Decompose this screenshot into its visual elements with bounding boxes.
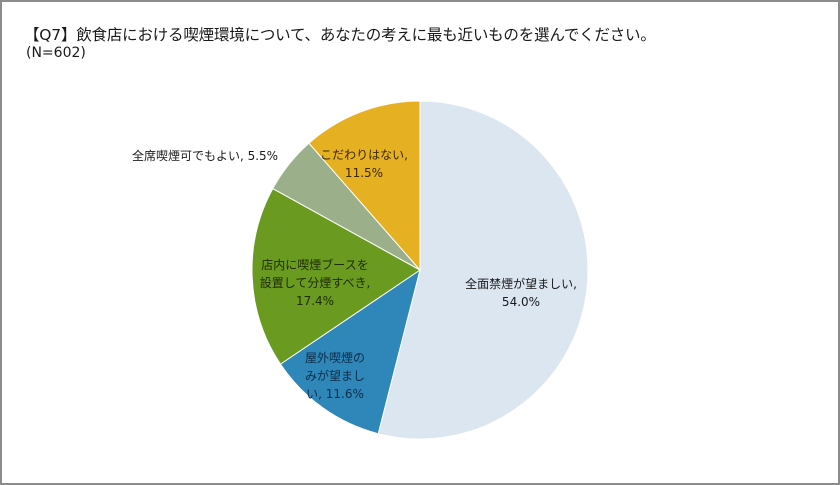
sample-size: (N=602) [26,45,86,61]
label-total-ban: 全面禁煙が望ましい, 54.0% [465,277,577,309]
slice-smoking-booth [251,187,421,365]
label-all-seats-smoking: 全席喫煙可でもよい, 5.5% [131,149,279,163]
slice-total-ban [377,100,589,440]
label-outdoor-only: 屋外喫煙の みが望まし い, 11.6% [304,351,366,401]
chart-title: 【Q7】飲食店における喫煙環境について、あなたの考えに最も近いものを選んでくださ… [24,26,656,44]
label-no-preference: こだわりはない, 11.5% [320,148,408,180]
slice-no-preference [308,100,421,272]
label-smoking-booth: 店内に喫煙ブースを 設置して分煙すべき, 17.4% [259,258,371,308]
slice-outdoor-only [279,268,421,435]
